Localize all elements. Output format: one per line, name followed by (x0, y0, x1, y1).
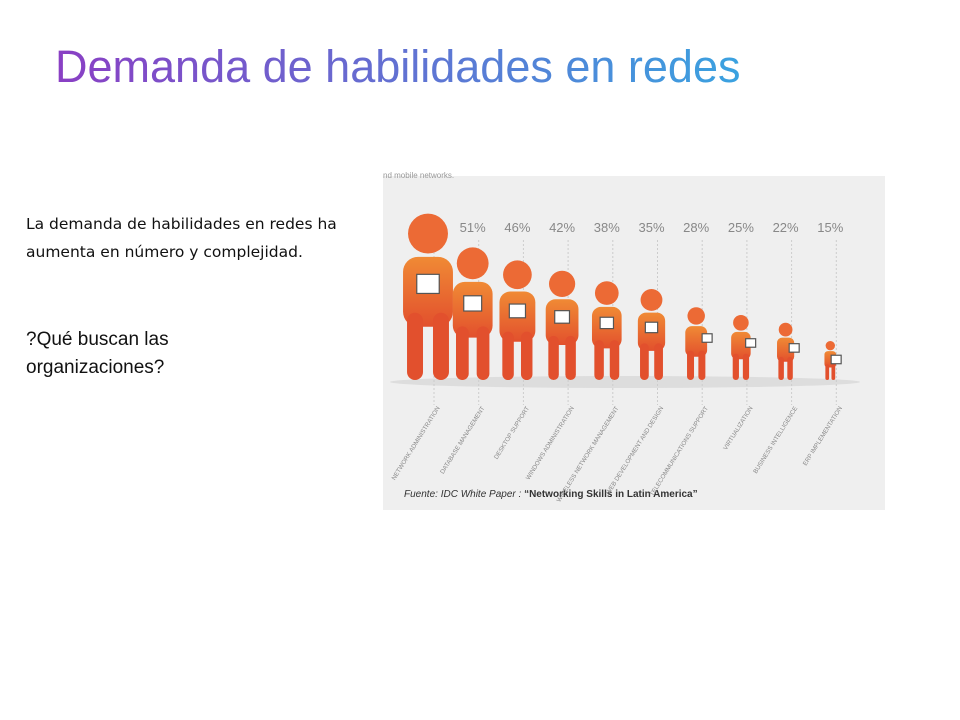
person-leg (640, 343, 649, 380)
source-title: “Networking Skills in Latin America” (524, 489, 698, 500)
person-head (408, 213, 448, 254)
person-head (456, 247, 489, 280)
person-leg (825, 364, 830, 380)
badge (416, 273, 440, 295)
person (403, 213, 453, 380)
value-label: 46% (504, 220, 530, 235)
badge (701, 333, 713, 343)
paragraph: La demanda de habilidades en redes ha au… (26, 215, 337, 261)
person (777, 322, 800, 380)
person-leg (432, 312, 449, 380)
badge (463, 295, 483, 312)
person-head (640, 289, 663, 311)
badge (508, 303, 527, 319)
person-head (687, 307, 705, 325)
person-leg (732, 353, 739, 380)
question: ?Qué buscan las organizaciones? (26, 329, 169, 378)
person-leg (654, 343, 663, 380)
person-leg (407, 312, 424, 380)
person-leg (609, 340, 620, 380)
person-leg (594, 340, 604, 380)
value-label: 42% (549, 220, 575, 235)
person (731, 315, 757, 380)
person-head (503, 260, 532, 290)
badge (644, 321, 659, 334)
person-leg (502, 331, 514, 380)
person-leg (520, 331, 533, 380)
person-leg (831, 364, 836, 380)
badge (788, 343, 800, 353)
source: Fuente: IDC White Paper : “Networking Sk… (404, 489, 698, 500)
person-leg (698, 350, 706, 380)
value-label: 38% (594, 220, 620, 235)
person (499, 260, 536, 380)
person-head (594, 281, 619, 305)
value-label: 22% (773, 220, 799, 235)
person-head (825, 341, 835, 351)
person (824, 341, 842, 380)
person-leg (455, 326, 469, 380)
badge (745, 338, 757, 348)
person-leg (565, 335, 576, 380)
source-prefix: Fuente: IDC White Paper : (404, 489, 524, 500)
person (591, 281, 622, 380)
person-leg (742, 353, 750, 380)
cropped-caption: nd mobile networks. (383, 171, 454, 180)
value-label: 15% (817, 220, 843, 235)
person-leg (778, 356, 784, 380)
person (545, 270, 579, 380)
person (685, 307, 713, 380)
badge (599, 316, 615, 330)
badge (830, 354, 842, 365)
value-label: 25% (728, 220, 754, 235)
person-leg (476, 326, 490, 380)
value-label: 28% (683, 220, 709, 235)
badge (554, 310, 571, 324)
person-head (778, 322, 793, 337)
person-leg (687, 350, 695, 380)
person-leg (787, 356, 793, 380)
person-head (548, 270, 576, 298)
slide-title: Demanda de habilidades en redes (55, 41, 740, 92)
person-leg (548, 335, 559, 380)
person-head (733, 315, 749, 331)
value-label: 51% (460, 220, 486, 235)
person (637, 289, 666, 380)
value-label: 35% (638, 220, 664, 235)
person (452, 247, 493, 380)
